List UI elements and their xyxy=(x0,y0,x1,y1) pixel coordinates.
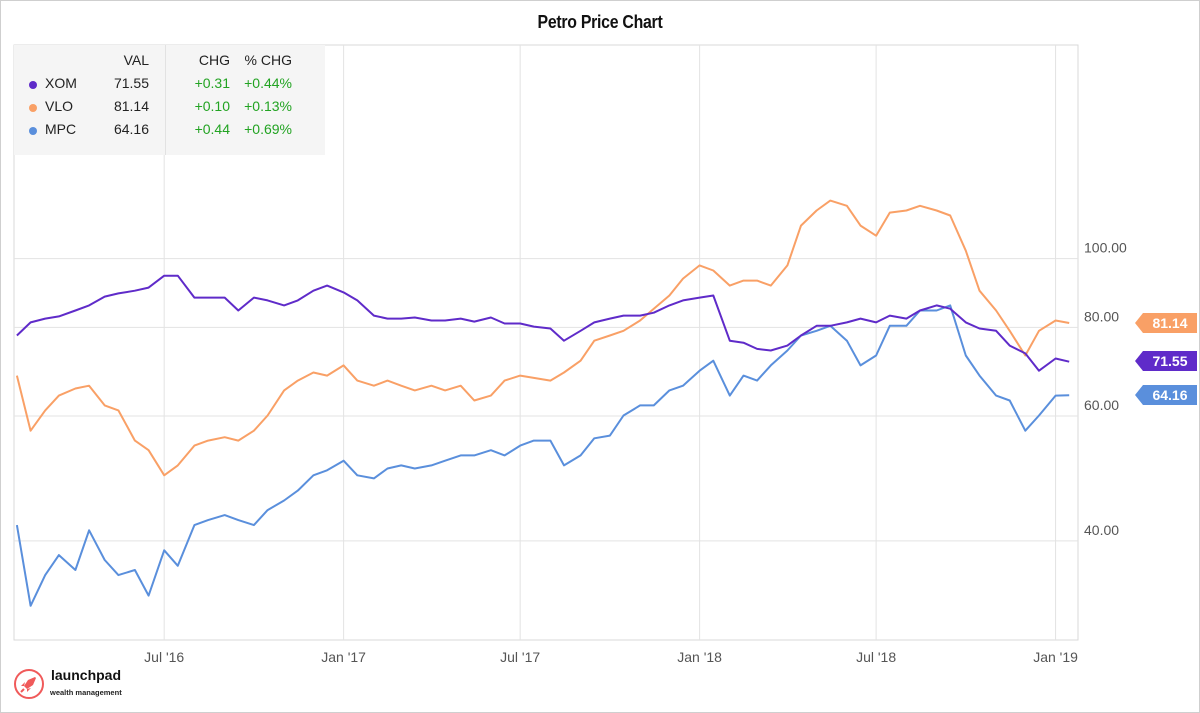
legend-row-vlo[interactable]: VLO 81.14 +0.10 +0.13% xyxy=(14,98,325,118)
header-val: VAL xyxy=(123,52,149,68)
y-tick-label: 80.00 xyxy=(1084,308,1119,324)
x-tick-label: Jul '16 xyxy=(144,649,184,665)
x-tick-label: Jul '17 xyxy=(500,649,540,665)
vlo-dot-icon xyxy=(29,104,37,112)
symbol: XOM xyxy=(45,75,77,91)
x-tick-label: Jan '18 xyxy=(677,649,722,665)
y-tick-label: 60.00 xyxy=(1084,397,1119,413)
mpc-series-line xyxy=(15,304,1070,607)
y-tick-label: 40.00 xyxy=(1084,522,1119,538)
mpc-dot-icon xyxy=(29,127,37,135)
symbol: VLO xyxy=(45,98,74,114)
xom-dot-icon xyxy=(29,81,37,89)
value: 81.14 xyxy=(113,98,149,114)
x-tick-label: Jan '17 xyxy=(321,649,366,665)
xom-price-tag: 71.55 xyxy=(1135,351,1197,371)
header-pct-chg: % CHG xyxy=(244,52,292,68)
mpc-price-tag: 64.16 xyxy=(1135,385,1197,405)
change: +0.10 xyxy=(194,98,230,114)
x-tick-label: Jul '18 xyxy=(856,649,896,665)
value: 71.55 xyxy=(113,75,149,91)
rocket-icon xyxy=(14,669,44,699)
x-tick-label: Jan '19 xyxy=(1033,649,1078,665)
change: +0.44 xyxy=(194,121,230,137)
logo-name: launchpad xyxy=(51,667,122,683)
vlo-price-tag: 81.14 xyxy=(1135,313,1197,333)
pct-change: +0.44% xyxy=(244,75,292,91)
legend-header-row: VAL CHG % CHG xyxy=(14,52,325,72)
legend-row-mpc[interactable]: MPC 64.16 +0.44 +0.69% xyxy=(14,121,325,141)
y-tick-label: 100.00 xyxy=(1084,240,1127,256)
chart-title: Petro Price Chart xyxy=(537,12,663,32)
symbol: MPC xyxy=(45,121,77,137)
pct-change: +0.13% xyxy=(244,98,292,114)
plot-area-border xyxy=(13,44,1079,641)
vlo-series-line xyxy=(15,199,1070,477)
xom-series-line xyxy=(16,274,1070,372)
legend-divider xyxy=(165,45,166,155)
legend-table: VAL CHG % CHG XOM 71.55 +0.31 +0.44% VLO… xyxy=(14,45,325,155)
change: +0.31 xyxy=(194,75,230,91)
legend-row-xom[interactable]: XOM 71.55 +0.31 +0.44% xyxy=(14,75,325,95)
value: 64.16 xyxy=(113,121,149,137)
pct-change: +0.69% xyxy=(244,121,292,137)
header-chg: CHG xyxy=(198,52,230,68)
logo-tagline: wealth management xyxy=(50,688,122,697)
